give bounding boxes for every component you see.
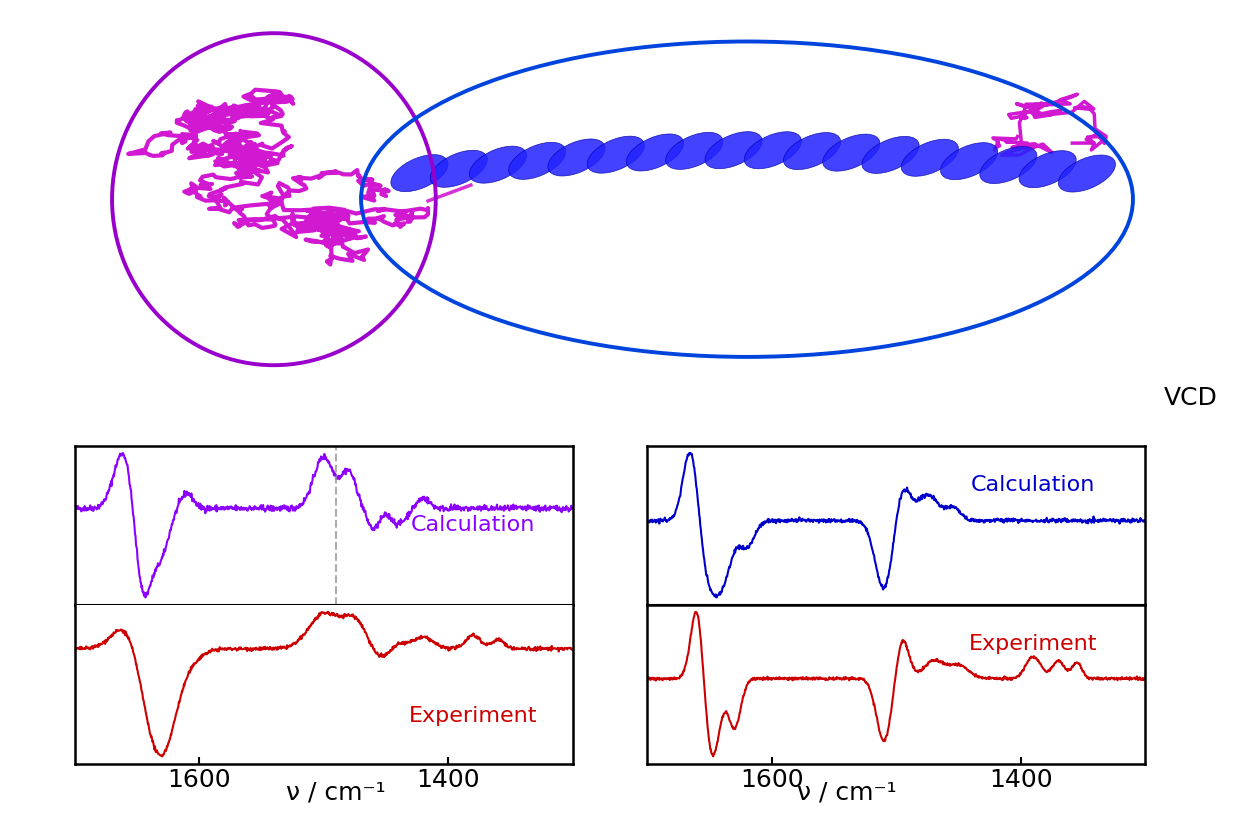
Text: Experiment: Experiment <box>408 706 538 726</box>
Ellipse shape <box>862 136 919 173</box>
Ellipse shape <box>1018 151 1076 188</box>
Ellipse shape <box>626 134 684 171</box>
Ellipse shape <box>588 136 645 173</box>
Ellipse shape <box>469 146 527 183</box>
Ellipse shape <box>666 132 723 169</box>
Ellipse shape <box>783 133 840 169</box>
Ellipse shape <box>1058 155 1116 192</box>
Ellipse shape <box>391 154 448 192</box>
Ellipse shape <box>940 143 997 179</box>
Ellipse shape <box>823 134 880 171</box>
Ellipse shape <box>548 139 605 176</box>
Text: Experiment: Experiment <box>969 634 1098 654</box>
Ellipse shape <box>430 150 487 188</box>
Ellipse shape <box>705 132 762 168</box>
Text: ν / cm⁻¹: ν / cm⁻¹ <box>286 781 386 804</box>
Ellipse shape <box>745 132 802 168</box>
Ellipse shape <box>509 142 565 179</box>
Text: VCD: VCD <box>1164 387 1218 410</box>
Text: Calculation: Calculation <box>411 515 535 535</box>
Text: Calculation: Calculation <box>971 476 1096 496</box>
Ellipse shape <box>980 147 1037 183</box>
Ellipse shape <box>901 139 959 176</box>
Text: ν / cm⁻¹: ν / cm⁻¹ <box>797 781 896 804</box>
